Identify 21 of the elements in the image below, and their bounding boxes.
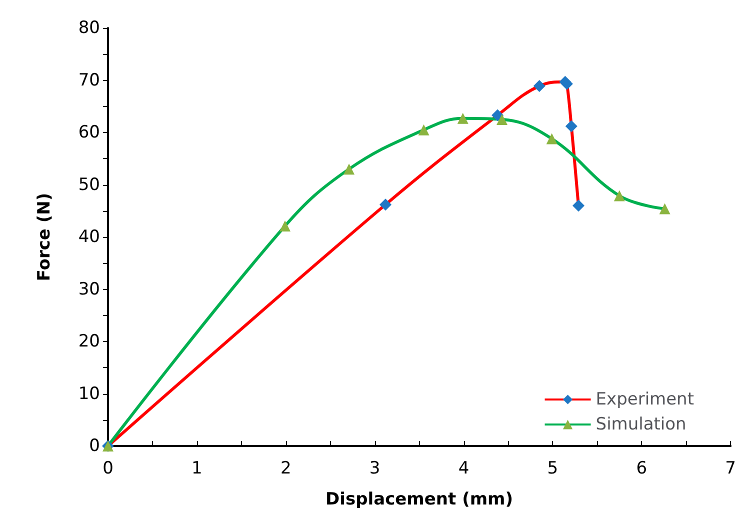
y-axis-title: Force (N): [34, 192, 54, 282]
y-tick-label: 70: [78, 70, 100, 90]
y-tick-label: 50: [78, 174, 100, 195]
y-tick-label: 20: [78, 332, 100, 352]
y-tick-label: 30: [78, 279, 100, 300]
x-tick-label: 7: [725, 458, 736, 478]
x-tick-label: 6: [636, 458, 648, 478]
x-tick-label: 5: [547, 458, 558, 478]
y-tick-label: 10: [78, 384, 100, 404]
x-tick-label: 4: [458, 458, 470, 478]
x-tick-label: 3: [369, 458, 380, 478]
y-tick-label: 40: [78, 227, 100, 247]
y-tick-label: 0: [89, 436, 100, 456]
x-tick-label: 0: [102, 458, 114, 478]
x-axis-title: Displacement (mm): [326, 490, 514, 510]
legend-label: Experiment: [596, 390, 694, 410]
legend-label: Simulation: [596, 414, 686, 434]
x-tick-label: 2: [280, 458, 292, 478]
y-tick-label: 60: [78, 122, 100, 142]
y-tick-label: 80: [78, 18, 100, 38]
x-tick-label: 1: [192, 458, 202, 478]
